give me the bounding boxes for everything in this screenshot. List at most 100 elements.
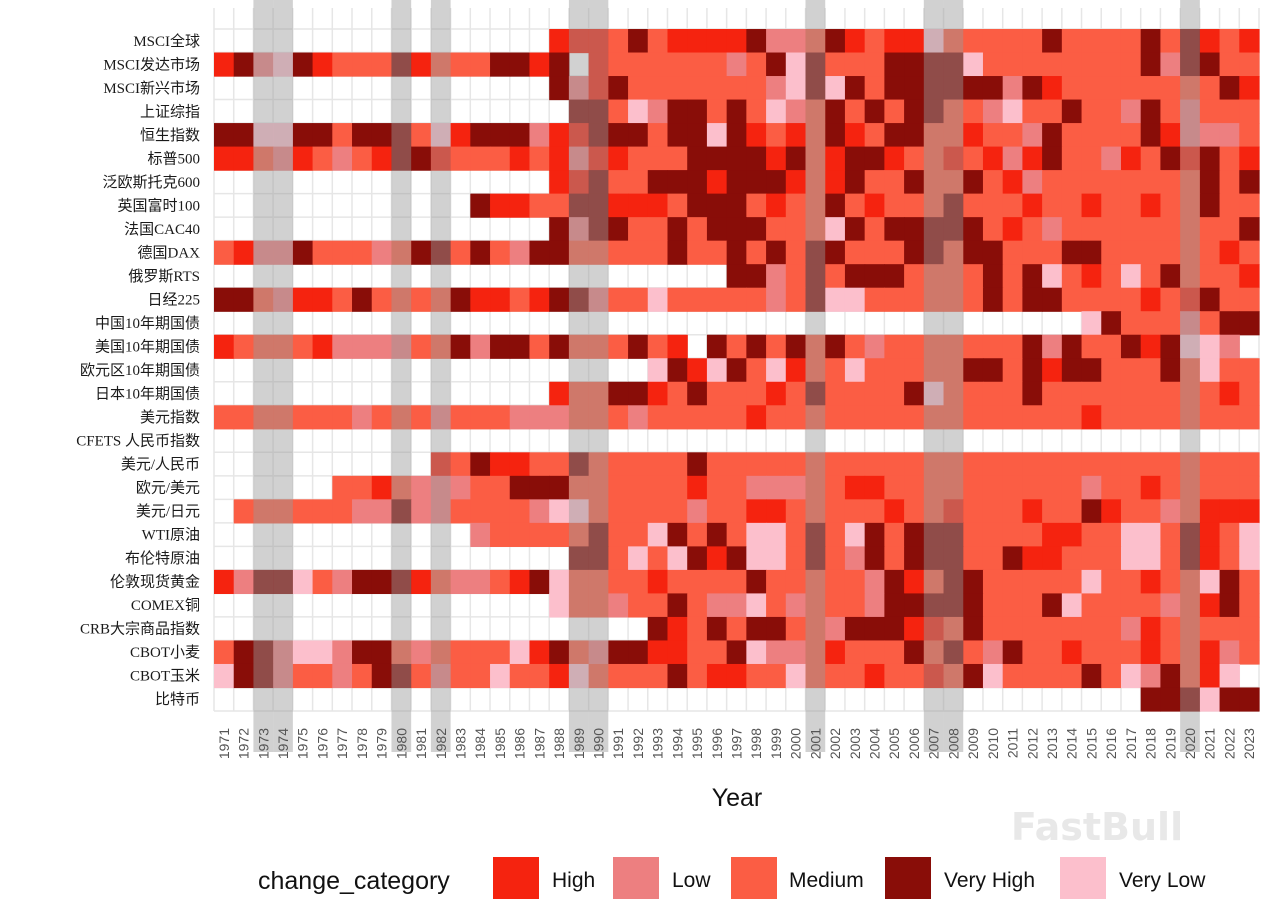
heatmap-cell <box>292 287 314 312</box>
heatmap-cell <box>864 99 885 124</box>
highlight-band <box>805 0 826 752</box>
heatmap-cell <box>1081 99 1102 124</box>
heatmap-cell <box>568 193 590 218</box>
heatmap-cell <box>805 405 826 430</box>
heatmap-cell <box>647 170 669 195</box>
heatmap-cell <box>253 569 274 595</box>
row-label: MSCI发达市场 <box>103 56 200 73</box>
heatmap-cell <box>825 193 846 218</box>
highlight-band <box>923 0 944 752</box>
heatmap-cell <box>214 52 235 77</box>
heatmap-cell <box>509 640 531 665</box>
heatmap-cell <box>667 546 688 571</box>
heatmap-cell <box>766 29 787 54</box>
heatmap-cell <box>746 663 767 689</box>
heatmap-cell <box>312 640 333 665</box>
heatmap-cell <box>1002 193 1023 218</box>
heatmap-cell <box>746 616 767 642</box>
heatmap-cell <box>1042 546 1063 571</box>
heatmap-cell <box>1101 311 1122 336</box>
heatmap-cell <box>805 29 826 54</box>
heatmap-cell <box>1061 663 1083 689</box>
heatmap-cell <box>371 240 393 265</box>
heatmap-cell <box>785 546 807 571</box>
heatmap-cell <box>943 452 964 477</box>
heatmap-cell <box>785 146 807 171</box>
heatmap-cell <box>1002 358 1023 383</box>
heatmap-cell <box>844 640 866 665</box>
heatmap-cell <box>1002 76 1023 101</box>
heatmap-cell <box>273 240 294 265</box>
year-tick-label: 1977 <box>334 728 350 759</box>
heatmap-cell <box>904 240 925 265</box>
year-tick-label: 2004 <box>867 728 883 759</box>
year-tick-label: 1995 <box>689 728 705 759</box>
heatmap-cell <box>1081 76 1102 101</box>
heatmap-cell <box>628 381 649 406</box>
heatmap-cell <box>766 522 787 547</box>
heatmap-cell <box>943 593 964 618</box>
heatmap-cell <box>766 52 787 77</box>
heatmap-cell <box>706 405 728 430</box>
heatmap-cell <box>766 334 787 359</box>
heatmap-cell <box>982 475 1004 500</box>
heatmap-cell <box>352 569 373 595</box>
heatmap-cell <box>628 146 649 171</box>
heatmap-cell <box>568 123 590 148</box>
heatmap-cell <box>766 616 787 642</box>
heatmap-cell <box>1101 663 1122 689</box>
heatmap-cell <box>352 334 373 359</box>
heatmap-cell <box>391 52 412 77</box>
heatmap-cell <box>1042 240 1063 265</box>
heatmap-cell <box>785 193 807 218</box>
legend-key <box>1060 857 1106 899</box>
heatmap-cell <box>647 593 669 618</box>
heatmap-cell <box>864 381 885 406</box>
heatmap-cell <box>1219 76 1240 101</box>
heatmap-cell <box>667 240 688 265</box>
heatmap-cell <box>391 475 412 500</box>
heatmap-cell <box>844 29 866 54</box>
heatmap-cell <box>1022 663 1043 689</box>
heatmap-cell <box>1081 546 1102 571</box>
heatmap-cell <box>568 546 590 571</box>
row-label: 德国DAX <box>138 243 201 261</box>
heatmap-cell <box>1180 217 1201 242</box>
heatmap-cell <box>706 663 728 689</box>
heatmap-cell <box>785 640 807 665</box>
year-tick-label: 1989 <box>571 728 587 759</box>
year-tick-label: 1990 <box>590 728 606 759</box>
heatmap-cell <box>785 29 807 54</box>
heatmap-cell <box>1140 264 1162 289</box>
heatmap-cell <box>943 358 964 383</box>
heatmap-cell <box>1199 334 1221 359</box>
heatmap-cell <box>982 522 1004 547</box>
heatmap-cell <box>1199 358 1221 383</box>
heatmap-cell <box>1239 381 1260 406</box>
heatmap-cell <box>844 499 866 524</box>
legend-label: Medium <box>789 869 864 892</box>
year-tick-label: 1985 <box>492 728 508 759</box>
heatmap-cell <box>1180 475 1201 500</box>
heatmap-cell <box>568 240 590 265</box>
heatmap-cell <box>371 499 393 524</box>
heatmap-cell <box>490 475 511 500</box>
heatmap-cell <box>628 240 649 265</box>
heatmap-cell <box>509 405 531 430</box>
heatmap-cell <box>805 452 826 477</box>
heatmap-cell <box>687 358 708 383</box>
heatmap-cell <box>1180 287 1201 312</box>
heatmap-cell <box>1140 29 1162 54</box>
heatmap-cell <box>430 123 452 148</box>
heatmap-cell <box>1180 663 1201 689</box>
heatmap-cell <box>332 640 353 665</box>
heatmap-cell <box>825 29 846 54</box>
heatmap-cell <box>549 52 570 77</box>
heatmap-cell <box>1199 240 1221 265</box>
heatmap-cell <box>1160 522 1181 547</box>
heatmap-cell <box>844 593 866 618</box>
heatmap-cell <box>490 240 511 265</box>
heatmap-cell <box>766 452 787 477</box>
heatmap-cell <box>1219 405 1240 430</box>
